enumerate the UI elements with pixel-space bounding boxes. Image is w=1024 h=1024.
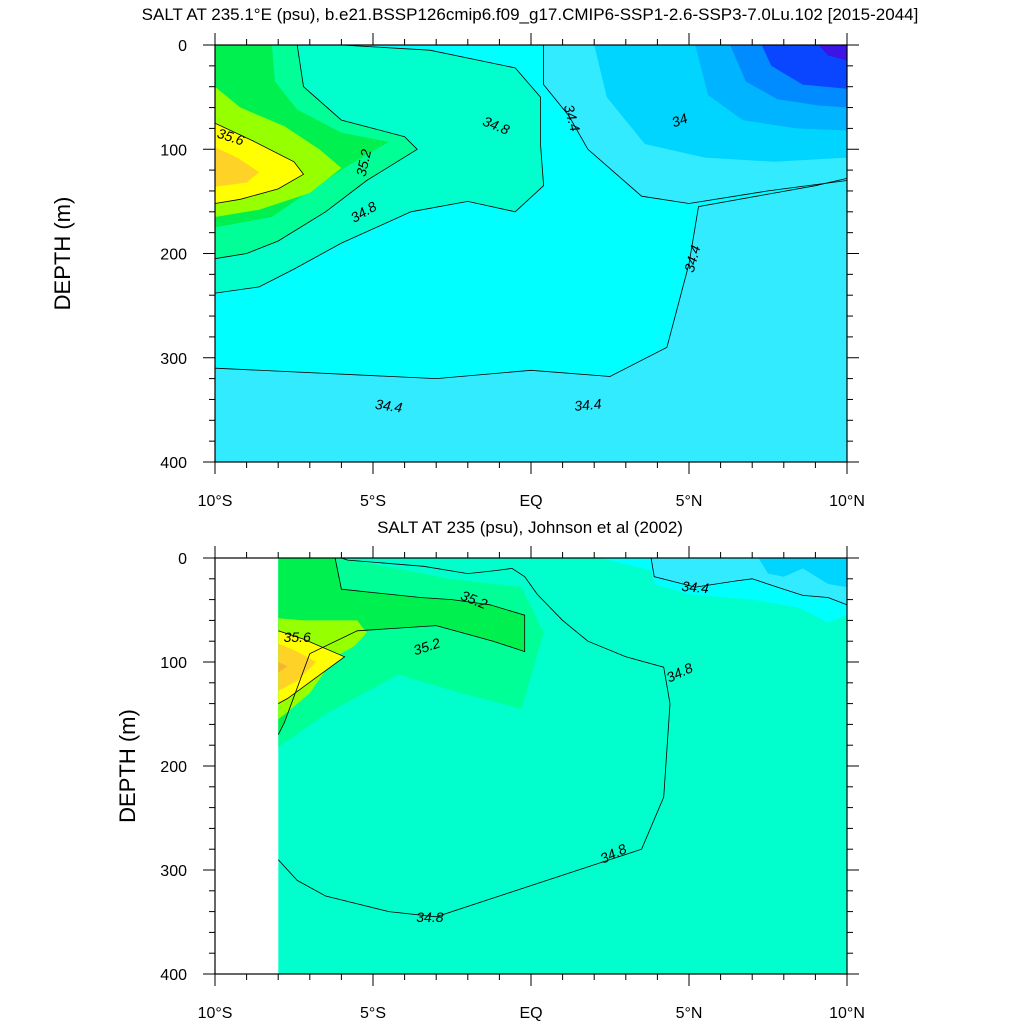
y-tick-label: 200	[160, 247, 187, 264]
y-tick-label: 400	[160, 967, 187, 984]
x-tick-label: 5°S	[360, 493, 386, 510]
y-tick-label: 100	[160, 655, 187, 672]
contour-label-4: 34.4	[561, 103, 584, 134]
y-tick-label: 100	[160, 142, 187, 159]
contour-line-1	[543, 45, 847, 204]
contour-label-5: 34	[669, 110, 689, 130]
contour-line-2	[278, 558, 526, 735]
contour-label-6: 34.8	[416, 909, 443, 925]
y-tick-label: 300	[160, 351, 187, 368]
contour-label-0: 35.6	[215, 125, 246, 149]
bottom-panel-observed-salinity: 35.635.235.234.434.834.834.8010020030040…	[115, 518, 865, 1022]
contour-label-0: 35.6	[284, 629, 311, 645]
x-tick-label: 10°S	[198, 1005, 233, 1022]
contour-label-text: 35.6	[284, 629, 311, 645]
contour-label-text: 34.4	[561, 103, 584, 134]
axes: 0 100 200 300 400 10°S 5°S EQ 5°N 10°N	[160, 33, 865, 510]
contour-label-text: 34.4	[681, 578, 710, 596]
contour-line-2	[215, 45, 545, 294]
y-tick-label: 0	[178, 551, 187, 568]
x-tick-label: 10°N	[829, 1005, 865, 1022]
contour-line-4	[215, 122, 305, 204]
y-axis-label: DEPTH (m)	[115, 709, 140, 823]
salinity-fill-region-5	[761, 45, 847, 89]
contour-line-0	[215, 178, 847, 380]
y-tick-label: 0	[178, 38, 187, 55]
contour-label-text: 34.4	[374, 396, 403, 416]
x-tick-label: EQ	[519, 493, 542, 510]
x-tick-label: EQ	[519, 1005, 542, 1022]
salinity-fill-region-0	[215, 178, 847, 462]
chart-title: SALT AT 235.1°E (psu), b.e21.BSSP126cmip…	[142, 5, 919, 24]
contour-label-text: 34	[669, 110, 689, 130]
contour-label-1: 35.2	[353, 148, 374, 178]
contour-label-text: 34.4	[574, 396, 603, 414]
contour-line-3	[215, 45, 418, 260]
contour-label-text: 34.4	[681, 243, 704, 274]
x-tick-label: 10°N	[829, 493, 865, 510]
contour-label-8: 34.4	[574, 396, 603, 414]
contour-label-2: 35.2	[411, 635, 442, 659]
salinity-fill-region-7	[278, 643, 317, 692]
plot-area: 35.635.235.234.434.834.834.8	[278, 558, 847, 974]
contour-label-text: 34.8	[416, 909, 443, 925]
salinity-fill-region-6	[818, 45, 847, 61]
salinity-fill-region-8	[278, 662, 288, 673]
x-tick-label: 5°N	[676, 493, 703, 510]
salinity-fill-region-6	[278, 630, 345, 704]
contour-line-1	[278, 558, 671, 918]
x-tick-label: 5°N	[676, 1005, 703, 1022]
y-tick-label: 400	[160, 455, 187, 472]
contour-line-3	[278, 630, 346, 704]
contour-label-7: 34.4	[374, 396, 403, 416]
contour-label-6: 34.4	[681, 243, 704, 274]
contour-label-text: 35.2	[353, 148, 374, 178]
salinity-fill-region-12	[215, 147, 260, 187]
salinity-fill-region-4	[278, 558, 525, 735]
chart-title: SALT AT 235 (psu), Johnson et al (2002)	[377, 518, 683, 537]
y-tick-label: 200	[160, 759, 187, 776]
contour-line-0	[650, 558, 847, 606]
x-tick-label: 5°S	[360, 1005, 386, 1022]
y-axis-label: DEPTH (m)	[50, 197, 75, 311]
y-tick-label: 300	[160, 863, 187, 880]
contour-label-3: 34.4	[681, 578, 710, 596]
x-tick-label: 10°S	[198, 493, 233, 510]
salinity-fill-region-2	[758, 558, 847, 588]
axes: 0 100 200 300 400 10°S 5°S EQ 5°N 10°N	[160, 546, 865, 1022]
